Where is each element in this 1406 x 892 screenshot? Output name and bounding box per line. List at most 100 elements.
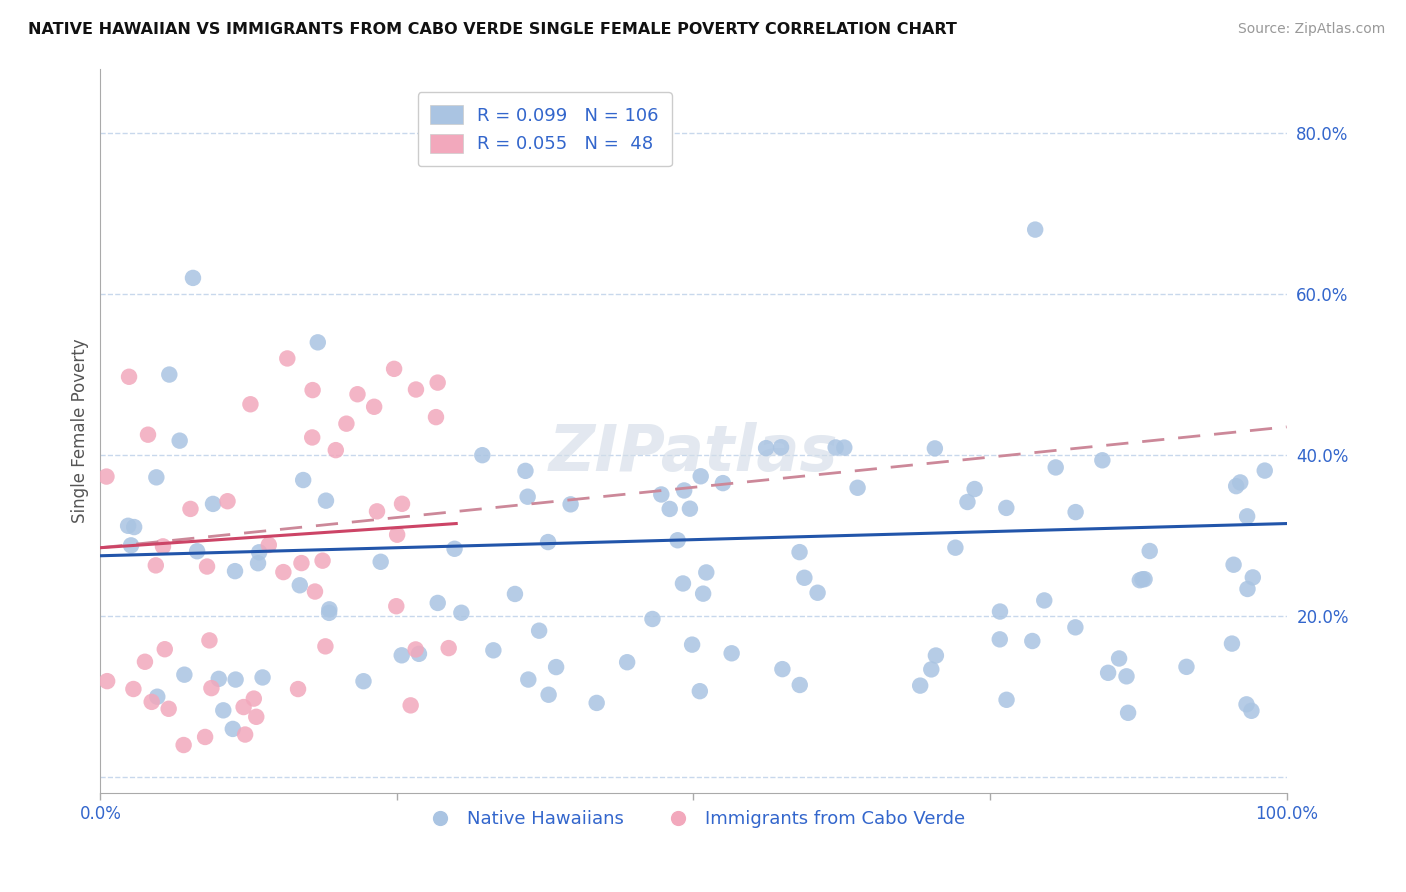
Point (363, 400, 385, 414)
Point (311, 554, 333, 568)
Point (450, 606, 472, 620)
Point (273, 565, 295, 579)
Point (370, 555, 392, 569)
Point (666, 533, 689, 548)
Point (1021, 634, 1043, 648)
Point (391, 497, 413, 511)
Point (482, 643, 505, 657)
Point (145, 470, 167, 484)
Point (846, 481, 869, 495)
Point (118, 369, 141, 384)
Point (96, 469, 118, 483)
Point (1236, 509, 1258, 524)
Point (318, 606, 340, 620)
Point (225, 673, 247, 687)
Point (689, 469, 711, 483)
Point (426, 376, 449, 390)
Point (1133, 572, 1156, 586)
Text: Source: ZipAtlas.com: Source: ZipAtlas.com (1237, 22, 1385, 37)
Point (208, 672, 231, 686)
Point (1024, 222, 1046, 236)
Point (925, 648, 948, 663)
Point (325, 443, 347, 458)
Point (222, 722, 245, 736)
Point (335, 417, 357, 431)
Point (515, 464, 537, 478)
Point (585, 696, 607, 710)
Point (243, 691, 266, 706)
Point (385, 599, 408, 614)
Y-axis label: Single Female Poverty: Single Female Poverty (72, 339, 89, 524)
Point (405, 642, 427, 657)
Point (366, 504, 388, 518)
Point (681, 638, 703, 652)
Point (711, 476, 734, 491)
Point (807, 586, 830, 600)
Point (408, 647, 430, 661)
Point (1097, 665, 1119, 680)
Point (1064, 620, 1087, 634)
Point (122, 520, 145, 534)
Point (224, 564, 246, 578)
Point (988, 605, 1011, 619)
Point (695, 566, 717, 580)
Point (824, 441, 846, 455)
Point (399, 698, 422, 713)
Point (134, 655, 156, 669)
Point (537, 688, 560, 702)
Point (658, 502, 681, 516)
Point (672, 576, 695, 591)
Point (136, 427, 159, 442)
Point (179, 502, 201, 516)
Point (290, 556, 312, 570)
Point (832, 441, 855, 455)
Point (793, 571, 815, 585)
Point (503, 587, 526, 601)
Point (560, 497, 582, 511)
Point (755, 441, 778, 455)
Point (956, 495, 979, 509)
Point (288, 578, 311, 592)
Point (247, 545, 270, 559)
Point (315, 493, 337, 508)
Point (1129, 573, 1152, 587)
Point (1222, 558, 1244, 572)
Point (516, 490, 538, 504)
Point (1236, 698, 1258, 712)
Point (292, 473, 315, 487)
Point (157, 368, 180, 382)
Point (391, 648, 413, 663)
Point (1116, 706, 1139, 720)
Point (426, 596, 449, 610)
Legend: Native Hawaiians, Immigrants from Cabo Verde: Native Hawaiians, Immigrants from Cabo V… (415, 803, 973, 835)
Point (152, 540, 174, 554)
Point (443, 541, 465, 556)
Point (673, 483, 696, 498)
Point (195, 559, 218, 574)
Point (247, 556, 270, 570)
Point (153, 642, 176, 657)
Point (382, 362, 405, 376)
Point (186, 544, 208, 558)
Point (157, 702, 180, 716)
Point (924, 442, 946, 456)
Point (1139, 544, 1161, 558)
Point (963, 482, 986, 496)
Point (920, 662, 942, 676)
Point (146, 690, 169, 704)
Point (318, 602, 340, 616)
Point (141, 695, 163, 709)
Point (346, 387, 368, 401)
Point (257, 538, 280, 552)
Point (120, 538, 142, 552)
Point (988, 632, 1011, 647)
Point (1240, 704, 1263, 718)
Point (145, 558, 167, 573)
Point (276, 351, 298, 366)
Point (117, 518, 139, 533)
Point (405, 383, 427, 397)
Point (173, 667, 195, 681)
Point (908, 679, 931, 693)
Point (471, 448, 494, 462)
Point (201, 497, 224, 511)
